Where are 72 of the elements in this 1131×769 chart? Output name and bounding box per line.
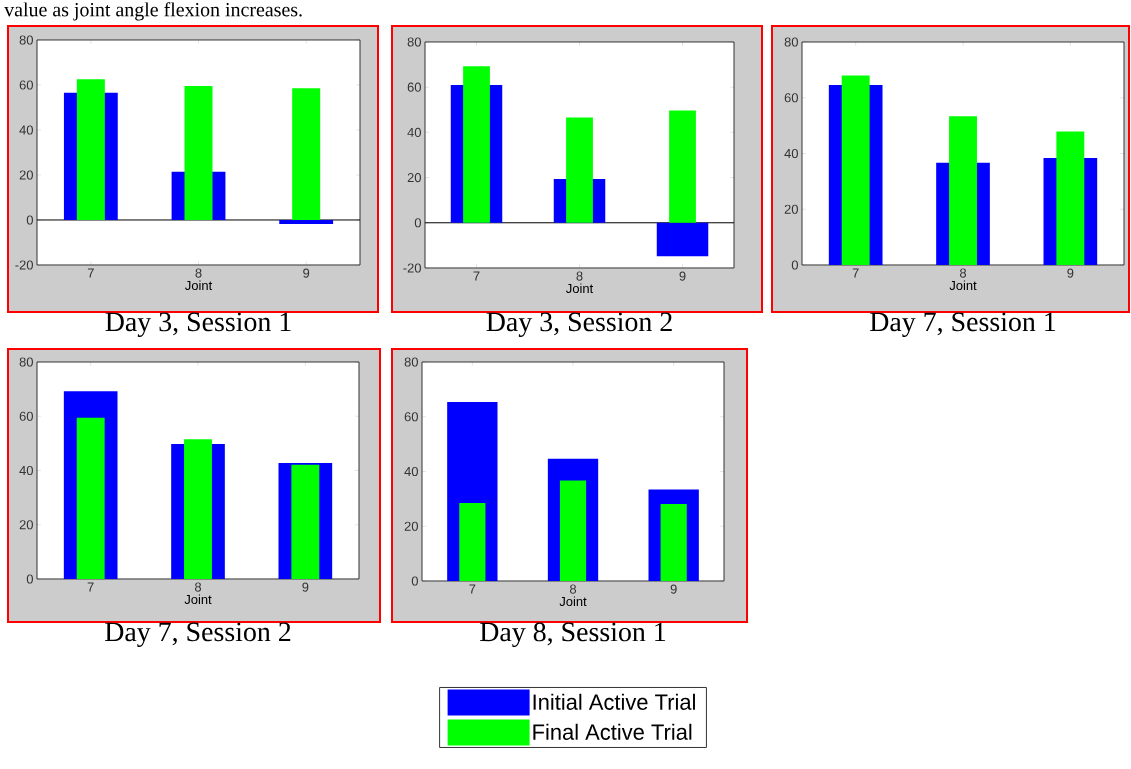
x-axis-title: Joint	[559, 596, 587, 607]
x-tick-label: 8	[195, 268, 202, 278]
bar	[656, 222, 709, 257]
bar	[1056, 131, 1085, 265]
y-tick-label: 0	[26, 574, 33, 584]
x-tick-label: 8	[194, 582, 202, 592]
bar	[279, 219, 334, 225]
bar	[76, 417, 105, 579]
y-tick-label: 20	[407, 172, 421, 183]
x-axis-title: Joint	[949, 280, 977, 291]
x-axis-title: Joint	[185, 280, 213, 291]
bar	[291, 464, 320, 579]
y-tick-label: 40	[19, 125, 33, 135]
y-tick-label: 20	[404, 521, 418, 531]
bar	[292, 88, 321, 220]
y-tick-label: 60	[407, 82, 421, 92]
bar	[669, 110, 696, 223]
y-tick-label: 80	[19, 357, 33, 367]
x-tick-label: 7	[469, 584, 476, 594]
y-tick-label: 20	[784, 204, 798, 214]
bar	[76, 79, 105, 220]
y-tick-label: -20	[15, 260, 33, 270]
x-tick-label: 9	[1067, 268, 1074, 278]
y-tick-label: 60	[19, 80, 33, 90]
bar	[184, 439, 212, 579]
y-tick-label: 80	[407, 37, 421, 47]
y-tick-label: 20	[19, 170, 33, 180]
y-tick-label: -20	[403, 263, 421, 273]
legend-label: Initial Active Trial	[533, 693, 695, 710]
y-tick-label: 60	[404, 412, 418, 422]
bar	[184, 85, 213, 220]
text: Day 3, Session 1	[105, 312, 291, 338]
y-tick-label: 20	[19, 520, 33, 530]
x-tick-label: 9	[670, 584, 677, 594]
y-tick-label: 40	[19, 465, 33, 476]
x-tick-label: 7	[852, 268, 859, 278]
x-axis-title: Joint	[184, 594, 212, 605]
x-tick-label: 8	[959, 268, 967, 278]
x-tick-label: 8	[576, 271, 583, 281]
y-tick-label: 0	[414, 218, 421, 228]
y-tick-label: 40	[407, 127, 421, 137]
y-tick-label: 0	[26, 215, 33, 225]
bar	[566, 117, 593, 223]
bar	[949, 116, 977, 265]
text: value as joint angle flexion increases.	[4, 2, 302, 21]
bar	[660, 504, 687, 581]
y-tick-label: 80	[19, 35, 33, 45]
y-tick-label: 0	[411, 576, 418, 586]
y-tick-label: 40	[404, 466, 418, 477]
x-axis-title: Joint	[566, 283, 594, 294]
bar	[841, 75, 870, 265]
bar	[463, 66, 490, 223]
y-tick-label: 60	[19, 411, 33, 421]
x-tick-label: 9	[303, 268, 310, 278]
y-tick-label: 80	[404, 357, 418, 367]
y-tick-label: 60	[784, 93, 798, 103]
bar	[559, 480, 587, 581]
x-tick-label: 7	[87, 268, 94, 278]
y-tick-label: 80	[784, 37, 798, 47]
text: Day 8, Session 1	[480, 622, 666, 648]
text: Day 7, Session 1	[870, 312, 1056, 338]
x-tick-label: 8	[569, 584, 577, 594]
x-tick-label: 7	[87, 582, 94, 592]
x-tick-label: 9	[302, 582, 309, 592]
bar	[459, 502, 486, 581]
text: Day 7, Session 2	[105, 622, 291, 648]
x-tick-label: 9	[679, 271, 686, 281]
y-tick-label: 40	[784, 148, 798, 159]
legend-label: Final Active Trial	[533, 723, 692, 740]
y-tick-label: 0	[791, 260, 798, 270]
text: Day 3, Session 2	[486, 312, 672, 338]
x-tick-label: 7	[473, 271, 480, 281]
